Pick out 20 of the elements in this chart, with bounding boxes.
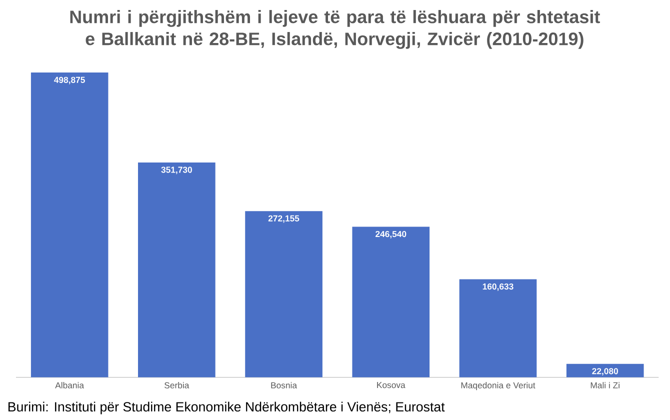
- data-label: 351,730: [161, 166, 192, 174]
- x-tick-label: Maqedonia e Veriut: [461, 382, 536, 390]
- data-label: 272,155: [268, 215, 300, 223]
- x-tick-label: Serbia: [164, 382, 190, 388]
- data-label: 498,875: [54, 76, 85, 84]
- bar: [459, 279, 537, 378]
- x-tick-label: Mali i Zi: [590, 382, 620, 388]
- data-label: 22,080: [592, 368, 618, 376]
- x-tick-label: Albania: [55, 382, 84, 388]
- bar: [138, 162, 216, 378]
- x-tick-label: Bosnia: [271, 382, 298, 388]
- text: Burimi: Instituti për Studime Ekonomike Ndërkombëtare i Vienës; Eurostat: [8, 402, 445, 414]
- bar: [566, 364, 644, 378]
- bar: [245, 211, 322, 378]
- chart-title: Numri i përgjithshëm i lejeve të para të lëshuara për shtetasit e Ballkanit në 28-BE, Islandë, Norvegji, Zvicër (2010-2019): [70, 10, 600, 49]
- bar: [352, 226, 430, 378]
- data-label: 246,540: [376, 230, 406, 238]
- x-tick-label: Kosova: [377, 382, 406, 388]
- bar: [30, 72, 108, 378]
- data-label: 160,633: [482, 283, 514, 291]
